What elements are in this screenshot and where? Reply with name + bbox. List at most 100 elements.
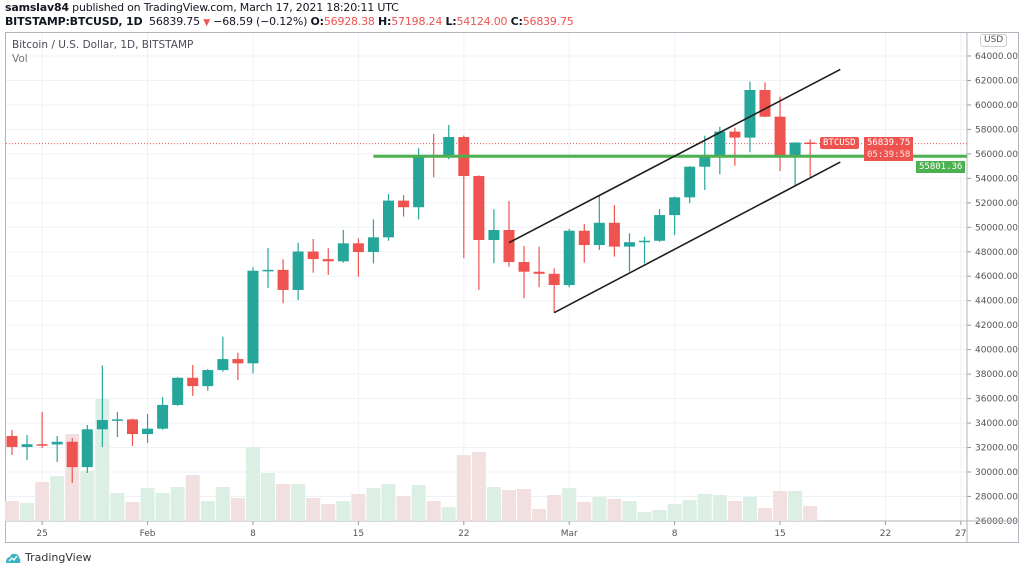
candle-body [6,435,18,447]
price-tick-label: 60000.00 [975,101,1018,111]
candle-body [804,142,816,145]
volume-bar [110,493,125,521]
volume-bar [577,502,592,521]
candle-body [202,370,214,387]
candle-body [81,429,93,468]
candle-body [684,166,696,198]
candle [789,142,801,187]
candle [443,125,455,160]
candle-body [157,404,169,429]
candle [81,425,93,473]
candle [307,239,319,273]
low-label: L: [445,15,457,28]
volume-bar [5,501,19,521]
volume-bar [637,512,652,521]
candle [804,139,816,177]
candle [563,229,575,288]
candle [774,96,786,172]
volume-bar [441,507,456,521]
low-value: 54124.00 [456,15,508,28]
candle-body [51,441,63,445]
volume-bar [697,494,712,521]
time-tick-label: 15 [774,529,785,539]
volume-bar [125,502,140,521]
volume-bar [682,500,697,521]
candle [337,229,349,263]
candle [518,246,530,299]
candle [533,246,545,288]
candle-body [172,377,184,405]
volume-bar [622,501,637,521]
candle-body [548,273,560,286]
volume-bar [321,504,336,521]
high-label: H: [378,15,392,28]
currency-button[interactable]: USD [980,34,1008,47]
price-tick-label: 62000.00 [975,76,1018,86]
price-tick-label: 52000.00 [975,199,1018,209]
volume-bar [396,496,411,521]
candle [383,194,394,241]
author[interactable]: samslav84 [5,1,69,14]
candle [608,205,620,257]
candle [96,365,108,448]
price-tick-label: 30000.00 [975,468,1018,478]
symbol: BITSTAMP:BTCUSD, 1D [5,15,143,28]
tradingview-logo[interactable]: TradingView [5,551,91,564]
price-tick-label: 34000.00 [975,419,1018,429]
candle-body [187,377,199,387]
candle [352,238,364,277]
candle [714,126,726,175]
publish-text: published on TradingView.com, March 17, … [68,1,399,14]
volume-bar [261,473,276,521]
price-tick-label: 46000.00 [975,272,1018,282]
time-tick-label: 22 [458,529,469,539]
time-tick-label: 15 [353,529,364,539]
candle [292,242,304,301]
candle-body [36,444,48,446]
high-value: 57198.24 [391,15,443,28]
candle-body [217,359,229,371]
candle-body [96,419,108,430]
time-tick-label: 27 [955,529,966,539]
candle-body [639,240,651,243]
volume-bar [140,488,155,521]
time-tick-label: 8 [672,529,678,539]
candle [142,413,154,443]
volume-bar [607,499,622,521]
candle-body [699,154,711,167]
time-tick-label: 25 [36,529,47,539]
price-tick-label: 48000.00 [975,248,1018,258]
candle-body [789,142,801,157]
candle-body [654,215,666,241]
volume-bar [185,475,200,521]
volume-bar [291,484,306,521]
volume-bar [803,506,818,521]
close-label: C: [510,15,523,28]
chart-frame [5,32,1019,543]
bar-countdown-label: 05:39:58 [864,149,914,161]
candle-body [277,269,289,290]
volume-bar [155,493,170,521]
candle-body [759,90,771,117]
price-tick-label: 64000.00 [975,52,1018,62]
volume-bar [95,399,110,521]
chart-legend-title: Bitcoin / U.S. Dollar, 1D, BITSTAMP [12,39,194,51]
candle-body [563,230,575,286]
candle [488,209,500,264]
candle [277,259,289,304]
candle [473,175,485,290]
publish-info: samslav84 published on TradingView.com, … [5,1,399,14]
candle-body [307,251,319,260]
candle [21,434,33,460]
price-tick-label: 36000.00 [975,395,1018,405]
last-price: 56839.75 [149,15,200,28]
candle [684,166,696,204]
candle-body [623,242,635,247]
candle [126,418,138,447]
candle [6,429,18,455]
volume-bar [80,471,95,521]
volume-bar [336,501,351,521]
candle-body [247,270,259,364]
candle-body [714,131,726,155]
